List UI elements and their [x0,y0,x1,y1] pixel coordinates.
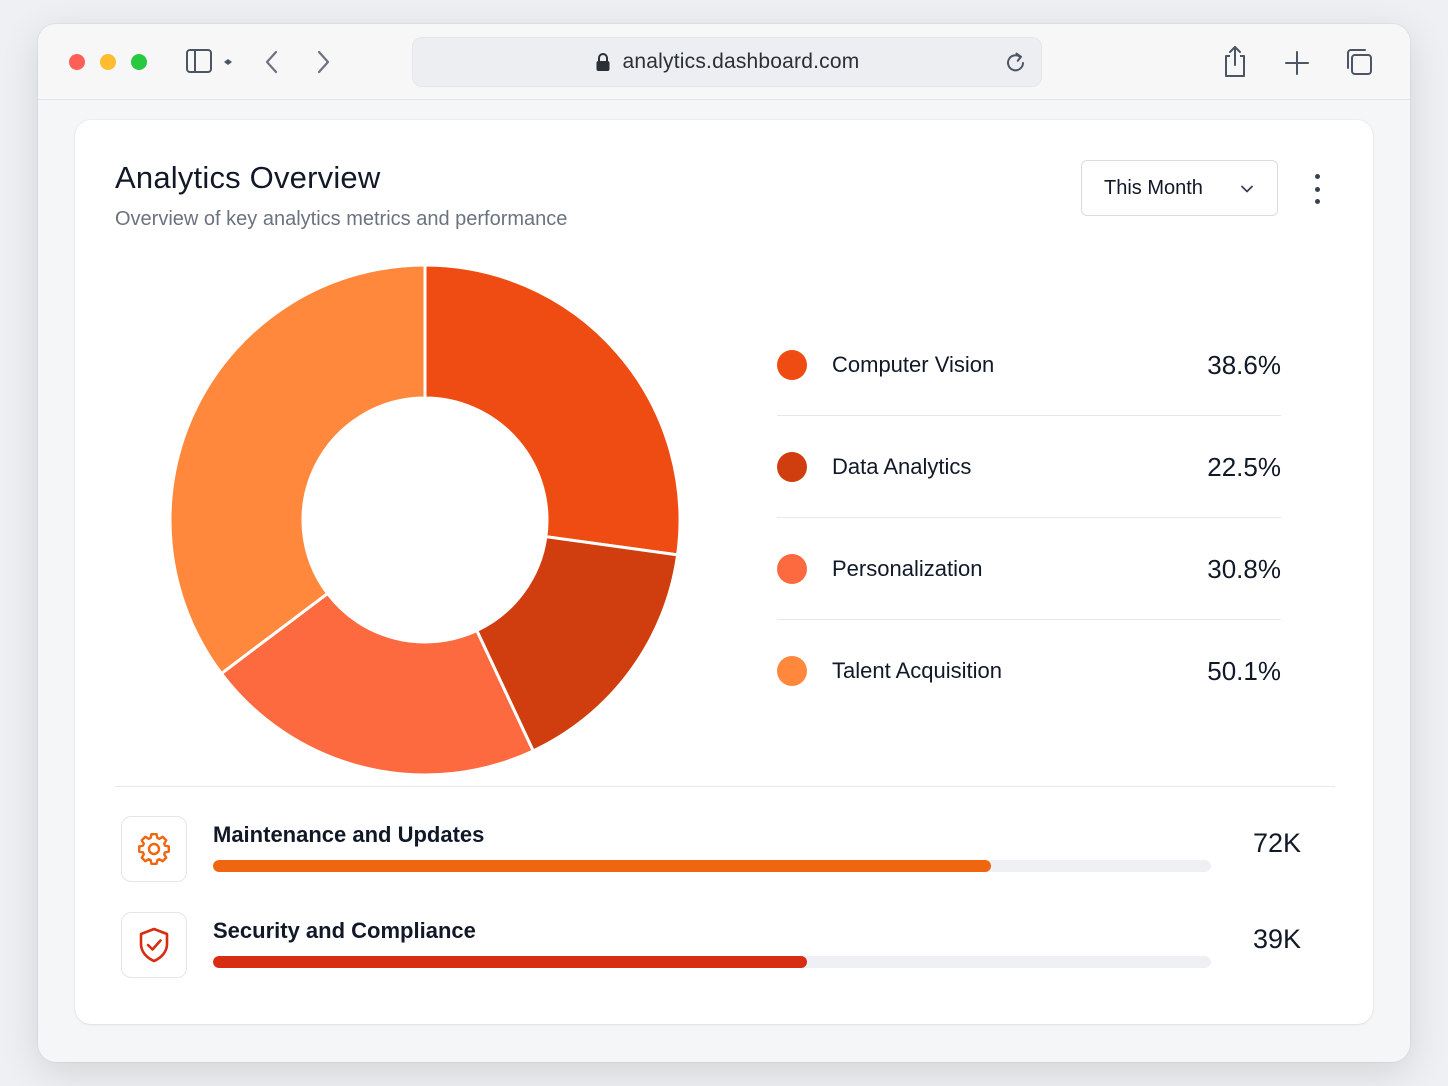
legend-value: 38.6% [1207,350,1281,380]
more-icon-dot [1314,186,1320,192]
new-tab-button[interactable] [1282,48,1312,78]
url-text: analytics.dashboard.com [622,50,860,73]
reload-button[interactable] [1004,49,1028,80]
metric-progress-track [213,860,1211,872]
metric-security: Security and Compliance 39K [121,912,1301,978]
donut-slice-data-analytics[interactable] [474,534,680,753]
close-window-button[interactable] [69,54,85,70]
legend-item[interactable]: Computer Vision 38.6% [777,314,1281,416]
reload-icon [1007,52,1024,72]
share-button[interactable] [1220,44,1250,80]
donut-slice-computer-vision[interactable] [423,263,682,557]
metric-icon-box [121,912,187,978]
lock-icon [596,53,610,71]
share-icon [1225,46,1245,77]
shield-check-icon [139,927,169,963]
chevron-right-icon [317,50,330,74]
metric-progress-fill [213,956,807,968]
metric-progress-fill [213,860,992,872]
section-divider [115,786,1335,787]
legend-item[interactable]: Talent Acquisition 50.1% [777,620,1281,722]
minimize-window-button[interactable] [100,54,116,70]
legend-label: Data Analytics [832,454,972,479]
metric-maintenance: Maintenance and Updates 72K [121,816,1301,882]
legend-value: 22.5% [1207,452,1281,482]
metric-value: 72K [1252,828,1301,858]
plus-icon [1285,51,1309,75]
tabs-overview-icon [1347,49,1372,75]
analytics-card: Analytics Overview Overview of key analy… [75,120,1373,1024]
zoom-window-button[interactable] [131,54,147,70]
metric-label: Maintenance and Updates [213,822,485,847]
gear-icon [138,833,170,865]
browser-window: analytics.dashboard.com [38,24,1410,1062]
legend-label: Personalization [832,556,983,581]
period-select[interactable]: This Month [1081,160,1278,216]
address-bar[interactable]: analytics.dashboard.com [412,37,1042,87]
sidebar-icon [186,49,232,73]
legend-value: 50.1% [1207,656,1281,686]
legend-swatch [777,452,807,482]
period-select-value: This Month [1104,176,1203,199]
tabs-overview-button[interactable] [1344,47,1374,77]
page-subtitle: Overview of key analytics metrics and pe… [115,208,568,230]
chevron-left-icon [265,50,278,74]
donut-slice-personalization[interactable] [219,591,536,777]
chart-legend: Computer Vision 38.6% Data Analytics 22.5% P… [777,314,1281,722]
metric-value: 39K [1252,924,1301,954]
sidebar-toggle-button[interactable] [184,48,240,76]
metric-icon-box [121,816,187,882]
more-icon-dot [1314,174,1320,179]
legend-item[interactable]: Data Analytics 22.5% [777,416,1281,518]
donut-chart [168,263,682,777]
metric-label: Security and Compliance [213,918,476,943]
legend-label: Computer Vision [832,352,995,377]
legend-value: 30.8% [1207,554,1281,584]
back-button[interactable] [260,48,286,76]
page-title: Analytics Overview [115,160,381,195]
more-icon-dot [1314,199,1320,204]
legend-swatch [777,350,807,380]
metric-progress-track [213,956,1211,968]
legend-item[interactable]: Personalization 30.8% [777,518,1281,620]
donut-slice-talent-acquisition[interactable] [168,263,427,676]
browser-toolbar: analytics.dashboard.com [38,24,1410,100]
legend-swatch [777,656,807,686]
forward-button[interactable] [309,48,335,76]
legend-label: Talent Acquisition [832,658,1002,683]
chevron-down-icon [1241,185,1253,193]
more-options-button[interactable] [1305,174,1329,204]
legend-swatch [777,554,807,584]
